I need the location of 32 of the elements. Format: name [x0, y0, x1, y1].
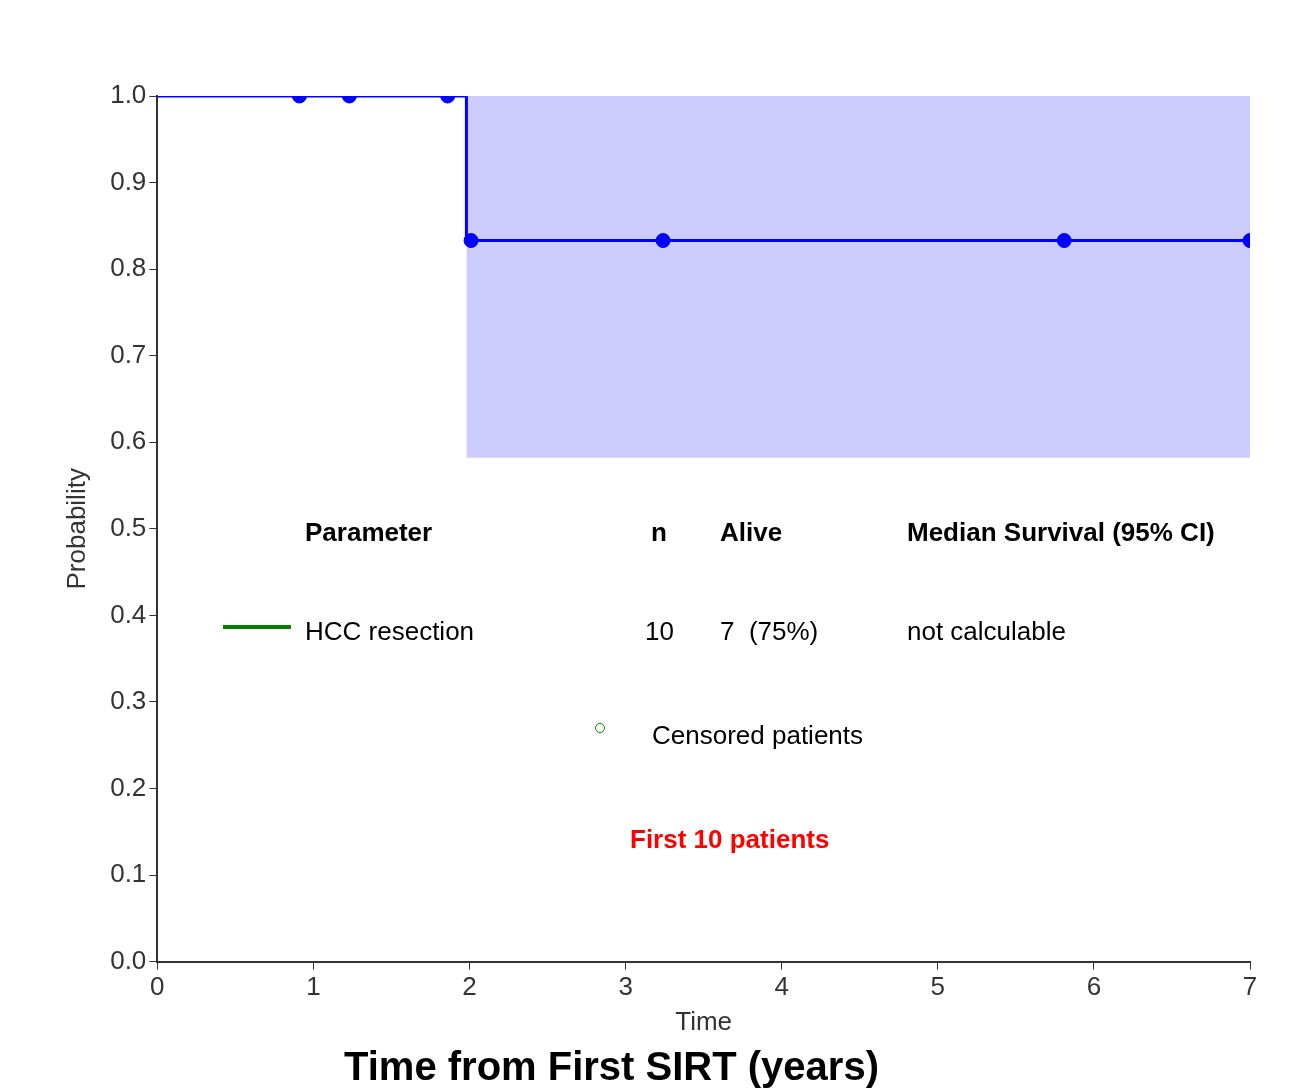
y-tick-label: 0.9 [110, 165, 147, 196]
y-axis-title: Probability [60, 468, 91, 590]
annotation: Censored patients [652, 720, 864, 750]
text: Time from First SIRT (years) [344, 1044, 879, 1088]
x-tick-label: 6 [1086, 971, 1102, 1002]
annotation: n [651, 517, 667, 547]
x-tick-label: 1 [306, 971, 321, 1002]
annotation: HCC resection [305, 616, 475, 646]
x-tick-label: 0 [150, 971, 165, 1002]
annotation: not calculable [907, 616, 1066, 646]
annotation: Alive [720, 517, 783, 547]
y-tick-label: 1.0 [110, 79, 147, 110]
y-tick-label: 0.6 [110, 425, 147, 456]
y-tick-label: 0.1 [110, 858, 147, 889]
annotation: First 10 patients [630, 824, 830, 854]
annotation: 10 [645, 616, 674, 646]
annotation: Median Survival (95% CI) [907, 517, 1215, 547]
x-axis-title: Time [675, 1005, 733, 1036]
annotation: 7 (75%) [720, 616, 819, 646]
y-tick-label: 0.0 [110, 944, 147, 975]
y-tick-label: 0.3 [110, 685, 147, 716]
x-tick-label: 4 [774, 971, 789, 1002]
x-tick-label: 2 [462, 971, 477, 1002]
y-tick-label: 0.7 [110, 338, 147, 369]
y-tick-label: 0.4 [110, 598, 147, 629]
y-tick-label: 0.2 [110, 771, 147, 802]
x-tick-label: 7 [1242, 971, 1258, 1002]
y-tick-label: 0.8 [110, 252, 147, 283]
annotation: Parameter [305, 517, 433, 547]
x-tick-label: 5 [930, 971, 946, 1002]
y-tick-label: 0.5 [110, 511, 147, 542]
x-tick-label: 3 [618, 971, 633, 1002]
